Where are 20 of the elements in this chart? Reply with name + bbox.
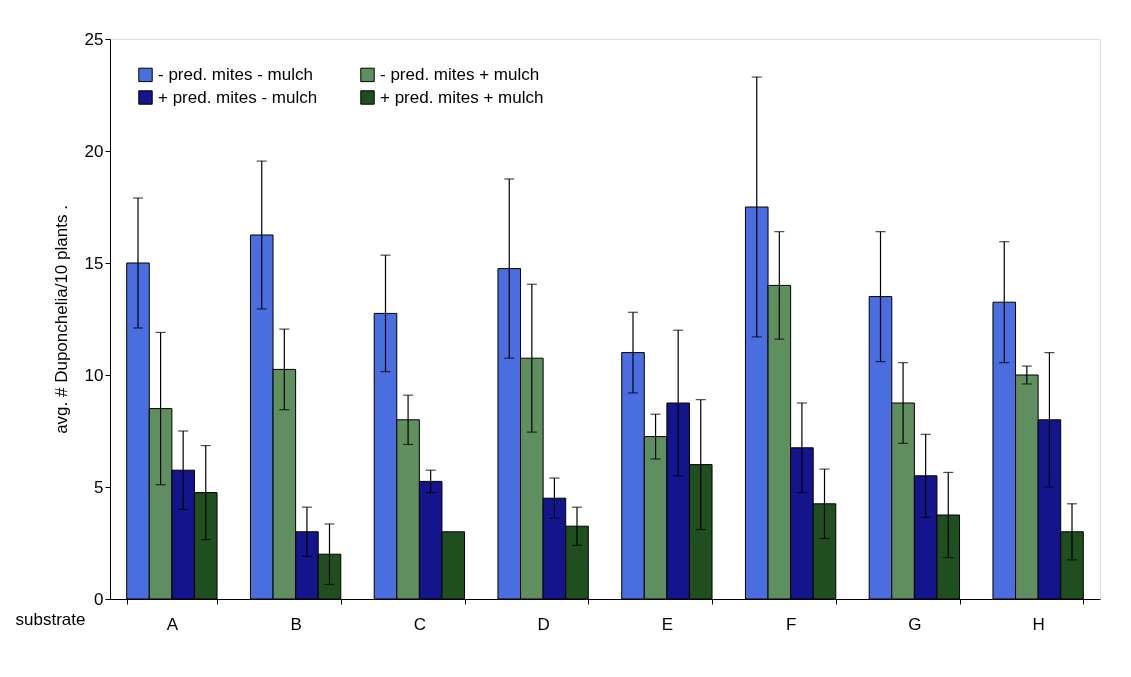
y-tick-label: 0 [94, 589, 104, 609]
x-tick-label: A [166, 614, 179, 634]
x-tick-label: E [661, 614, 674, 634]
x-tick-label: F [785, 614, 797, 634]
y-axis-title: avg. # Duponchelia/10 plants . [51, 205, 71, 434]
legend-label: + pred. mites - mulch [158, 87, 318, 107]
y-tick-label: 10 [84, 365, 104, 385]
y-tick-label: 20 [84, 141, 104, 161]
y-tick-label: 5 [94, 477, 104, 497]
x-axis-title: substrate [15, 609, 86, 629]
y-tick-label: 15 [84, 253, 104, 273]
legend-label: - pred. mites + mulch [380, 64, 540, 84]
y-tick-label: 25 [84, 29, 104, 49]
x-tick-label: H [1032, 614, 1045, 634]
x-tick-label: D [537, 614, 550, 634]
legend-label: + pred. mites + mulch [380, 87, 544, 107]
x-tick-label: C [413, 614, 427, 634]
x-tick-label: B [290, 614, 302, 634]
legend-label: - pred. mites - mulch [158, 64, 313, 84]
x-tick-label: G [908, 614, 922, 634]
